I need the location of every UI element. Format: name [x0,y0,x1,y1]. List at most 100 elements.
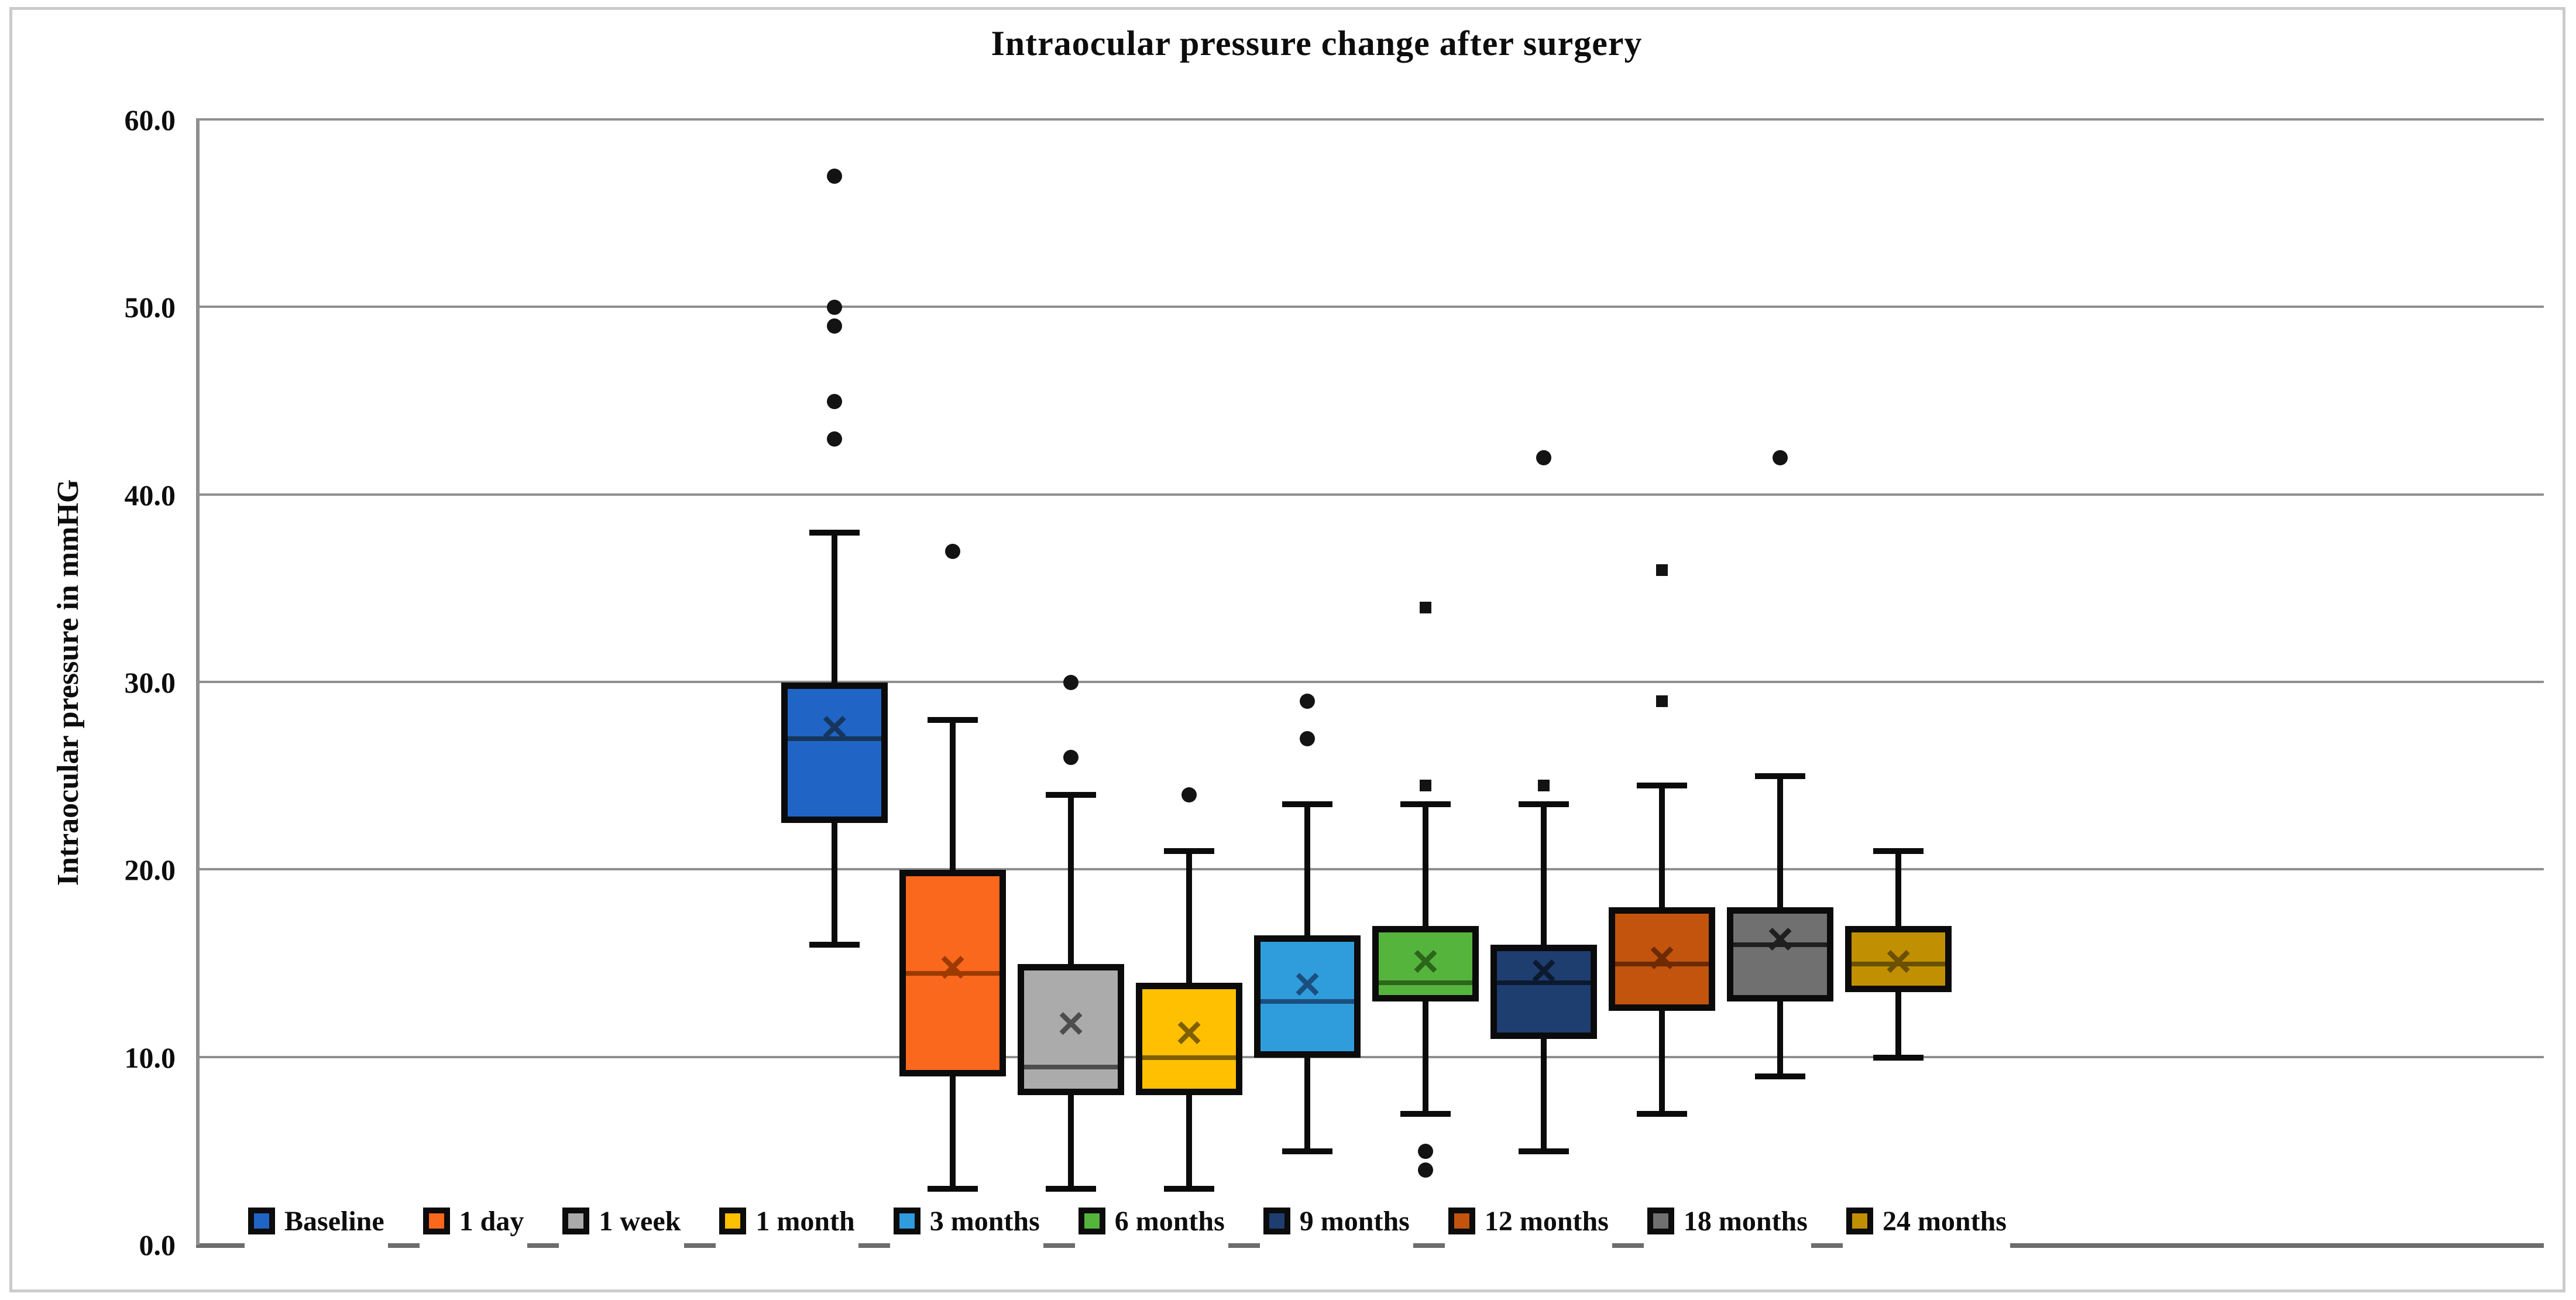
mean-marker-18-months: × [1767,913,1794,965]
whisker-upper-1-month [1186,851,1192,986]
outlier-6-months-5 [1418,1143,1433,1159]
whisker-cap-upper-3-months [1282,801,1332,808]
mean-marker-1-day: × [939,941,966,993]
whisker-lower-1-day [950,1072,956,1189]
legend-item-12-months: 12 months [1444,1193,1612,1249]
y-tick-label-50.0: 50.0 [124,291,176,324]
mean-marker-baseline: × [821,701,848,753]
whisker-cap-upper-24-months [1873,848,1924,855]
outlier-1-month-24 [1181,787,1197,803]
whisker-cap-lower-baseline [809,942,860,948]
outlier-18-months-42 [1773,450,1788,465]
median-line-9-months [1497,980,1591,985]
legend-swatch-9-months [1263,1208,1290,1234]
legend: Baseline 1 day 1 week 1 month 3 months 6 mont… [245,1193,2010,1249]
whisker-cap-lower-24-months [1873,1054,1924,1061]
box-1-month [1136,982,1242,1095]
box-24-months [1845,926,1952,992]
box-9-months [1490,945,1597,1039]
legend-label-9-months: 9 months [1299,1205,1410,1237]
gridline-40.0 [196,493,2544,496]
box-baseline [781,682,888,824]
whisker-cap-upper-9-months [1519,801,1569,808]
outlier-baseline-43 [827,431,842,447]
gridline-20.0 [196,868,2544,871]
legend-item-24-months: 24 months [1842,1193,2010,1249]
legend-swatch-1-month [719,1208,747,1234]
whisker-cap-upper-6-months [1400,801,1451,808]
legend-swatch-18-months [1647,1208,1674,1234]
mean-marker-24-months: × [1885,935,1912,987]
whisker-upper-24-months [1895,851,1901,930]
whisker-upper-12-months [1659,786,1665,911]
box-12-months [1609,907,1715,1011]
gridline-50.0 [196,306,2544,308]
outlier-baseline-50 [827,300,842,315]
outlier-9-months-42 [1536,450,1551,465]
outlier-6-months-4 [1418,1162,1433,1178]
median-line-3-months [1260,999,1354,1004]
median-line-1-day [906,970,1000,976]
legend-item-1-day: 1 day [419,1193,528,1249]
outlier-baseline-57 [827,169,842,184]
whisker-cap-upper-12-months [1637,783,1687,789]
outlier-1-week-26 [1063,750,1079,766]
whisker-upper-6-months [1423,804,1428,930]
outlier-1-week-30 [1063,675,1079,690]
whisker-cap-lower-1-day [928,1185,978,1192]
whisker-cap-upper-baseline [809,529,860,536]
y-axis-line [196,120,200,1245]
y-tick-label-20.0: 20.0 [124,853,176,887]
legend-item-3-months: 3 months [889,1193,1043,1249]
legend-label-6-months: 6 months [1114,1205,1225,1237]
legend-swatch-baseline [248,1208,275,1234]
legend-item-6-months: 6 months [1074,1193,1228,1249]
whisker-cap-upper-1-month [1164,848,1214,855]
gridline-10.0 [196,1055,2544,1058]
whisker-lower-3-months [1304,1054,1310,1151]
legend-label-baseline: Baseline [284,1205,384,1237]
mean-marker-3-months: × [1294,958,1321,1010]
mean-marker-6-months: × [1412,935,1439,987]
y-tick-label-30.0: 30.0 [124,666,176,699]
legend-label-1-week: 1 week [599,1205,681,1237]
outlier-12-months-29 [1656,695,1668,708]
legend-swatch-6-months [1078,1208,1105,1234]
whisker-lower-9-months [1541,1035,1547,1151]
legend-label-1-day: 1 day [459,1205,524,1237]
outlier-9-months-24.5 [1538,780,1550,792]
y-tick-label-10.0: 10.0 [124,1041,176,1074]
mean-marker-1-month: × [1176,1006,1203,1058]
median-line-18-months [1733,942,1827,948]
outlier-1-day-37 [945,543,960,559]
box-1-week [1018,963,1124,1095]
box-3-months [1254,935,1361,1058]
y-tick-label-40.0: 40.0 [124,478,176,512]
whisker-lower-12-months [1659,1007,1665,1114]
median-line-1-month [1142,1055,1236,1060]
legend-item-9-months: 9 months [1259,1193,1413,1249]
figure-border [9,7,2565,1292]
whisker-cap-upper-18-months [1755,773,1805,780]
whisker-lower-24-months [1895,988,1901,1058]
legend-swatch-1-day [423,1208,450,1234]
whisker-cap-upper-1-week [1046,792,1096,798]
chart-title: Intraocular pressure change after surger… [991,24,1643,63]
y-tick-label-60.0: 60.0 [124,104,176,136]
mean-marker-12-months: × [1648,931,1675,983]
outlier-3-months-27 [1300,731,1315,747]
outlier-3-months-29 [1300,694,1315,709]
whisker-upper-1-week [1068,795,1074,968]
whisker-cap-lower-9-months [1519,1148,1569,1154]
legend-label-1-month: 1 month [755,1205,855,1237]
whisker-cap-upper-1-day [928,717,978,723]
legend-label-12-months: 12 months [1484,1205,1609,1237]
whisker-lower-1-month [1186,1091,1192,1189]
whisker-cap-lower-12-months [1637,1110,1687,1117]
gridline-30.0 [196,681,2544,683]
whisker-upper-baseline [832,532,837,686]
whisker-lower-6-months [1423,997,1428,1114]
mean-marker-9-months: × [1530,944,1557,996]
